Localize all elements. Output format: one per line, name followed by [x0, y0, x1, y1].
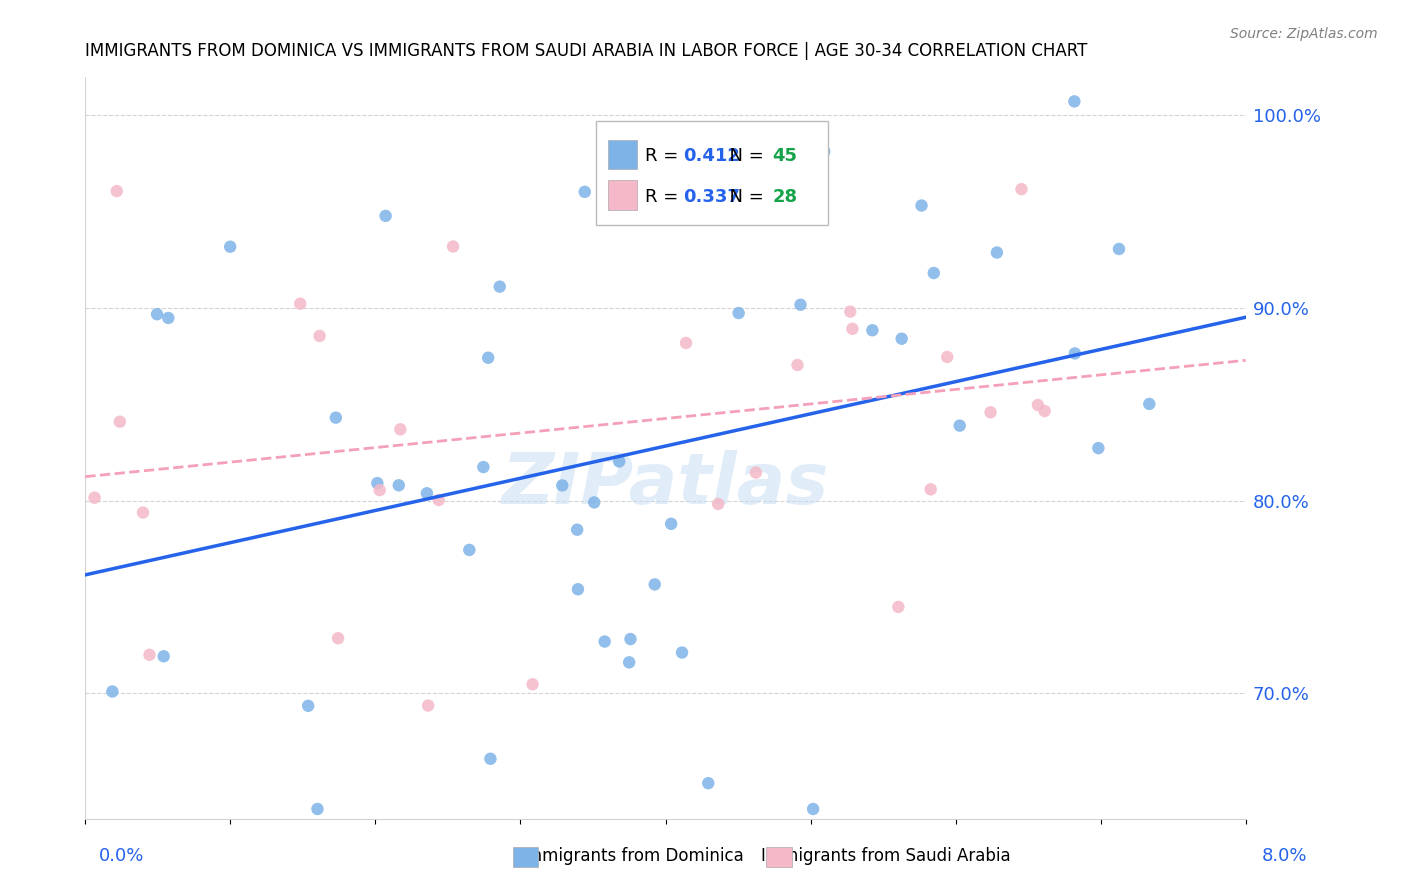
Point: [101, 684, 124, 698]
Point: [1011, 182, 1033, 196]
Point: [567, 523, 589, 537]
Point: [619, 632, 641, 646]
Text: R =: R =: [644, 147, 683, 165]
Point: [307, 802, 329, 816]
Point: [936, 350, 959, 364]
Point: [574, 185, 596, 199]
Point: [325, 410, 347, 425]
Text: Source: ZipAtlas.com: Source: ZipAtlas.com: [1230, 27, 1378, 41]
Point: [308, 329, 330, 343]
Point: [146, 307, 169, 321]
Point: [297, 698, 319, 713]
Point: [789, 298, 811, 312]
Point: [132, 506, 155, 520]
Point: [1063, 346, 1085, 360]
Text: 45: 45: [772, 147, 797, 165]
Point: [593, 634, 616, 648]
Point: [152, 649, 174, 664]
Bar: [596, 121, 828, 225]
Text: N =: N =: [717, 147, 769, 165]
Point: [980, 405, 1002, 419]
Text: Immigrants from Dominica: Immigrants from Dominica: [522, 847, 744, 865]
Point: [326, 631, 349, 645]
Point: [427, 493, 450, 508]
Point: [671, 646, 693, 660]
Point: [617, 656, 640, 670]
Bar: [607, 180, 637, 211]
Point: [887, 599, 910, 614]
Point: [374, 209, 396, 223]
Point: [727, 306, 749, 320]
Point: [477, 351, 499, 365]
Point: [416, 486, 439, 500]
Point: [1033, 404, 1056, 418]
Text: ZIPatlas: ZIPatlas: [502, 450, 830, 519]
Point: [488, 279, 510, 293]
Point: [922, 266, 945, 280]
Point: [1026, 398, 1049, 412]
Point: [441, 239, 464, 253]
Point: [1137, 397, 1160, 411]
Point: [801, 802, 824, 816]
Point: [567, 582, 589, 597]
Point: [108, 415, 131, 429]
Point: [388, 478, 411, 492]
Point: [910, 198, 932, 212]
Point: [813, 145, 835, 159]
Text: 0.337: 0.337: [683, 188, 740, 206]
Point: [860, 323, 883, 337]
Point: [219, 240, 242, 254]
Point: [105, 184, 128, 198]
Point: [1108, 242, 1130, 256]
Text: 0.412: 0.412: [683, 147, 740, 165]
Point: [551, 478, 574, 492]
Point: [890, 332, 912, 346]
Point: [366, 476, 388, 491]
Text: 0.0%: 0.0%: [98, 847, 143, 865]
Point: [83, 491, 105, 505]
Point: [745, 466, 768, 480]
Text: 8.0%: 8.0%: [1263, 847, 1308, 865]
Point: [659, 516, 682, 531]
Text: N =: N =: [717, 188, 769, 206]
Point: [707, 497, 730, 511]
Point: [644, 577, 666, 591]
Point: [472, 460, 495, 475]
Point: [418, 698, 440, 713]
Point: [479, 752, 502, 766]
Text: R =: R =: [644, 188, 683, 206]
Bar: [607, 140, 637, 169]
Point: [949, 418, 972, 433]
Point: [458, 543, 481, 558]
Point: [583, 495, 606, 509]
Point: [841, 322, 863, 336]
Point: [839, 304, 862, 318]
Point: [368, 483, 391, 497]
Point: [389, 422, 412, 436]
Point: [522, 677, 544, 691]
Point: [1087, 441, 1109, 455]
Point: [138, 648, 160, 662]
Point: [920, 483, 942, 497]
Text: IMMIGRANTS FROM DOMINICA VS IMMIGRANTS FROM SAUDI ARABIA IN LABOR FORCE | AGE 30: IMMIGRANTS FROM DOMINICA VS IMMIGRANTS F…: [86, 42, 1088, 60]
Point: [696, 122, 718, 136]
Point: [697, 776, 720, 790]
Point: [786, 358, 808, 372]
Point: [675, 335, 697, 350]
Point: [157, 310, 180, 325]
Point: [607, 454, 630, 468]
Text: 28: 28: [772, 188, 797, 206]
Point: [290, 296, 312, 310]
Text: Immigrants from Saudi Arabia: Immigrants from Saudi Arabia: [761, 847, 1011, 865]
Point: [986, 245, 1008, 260]
Point: [1063, 95, 1085, 109]
